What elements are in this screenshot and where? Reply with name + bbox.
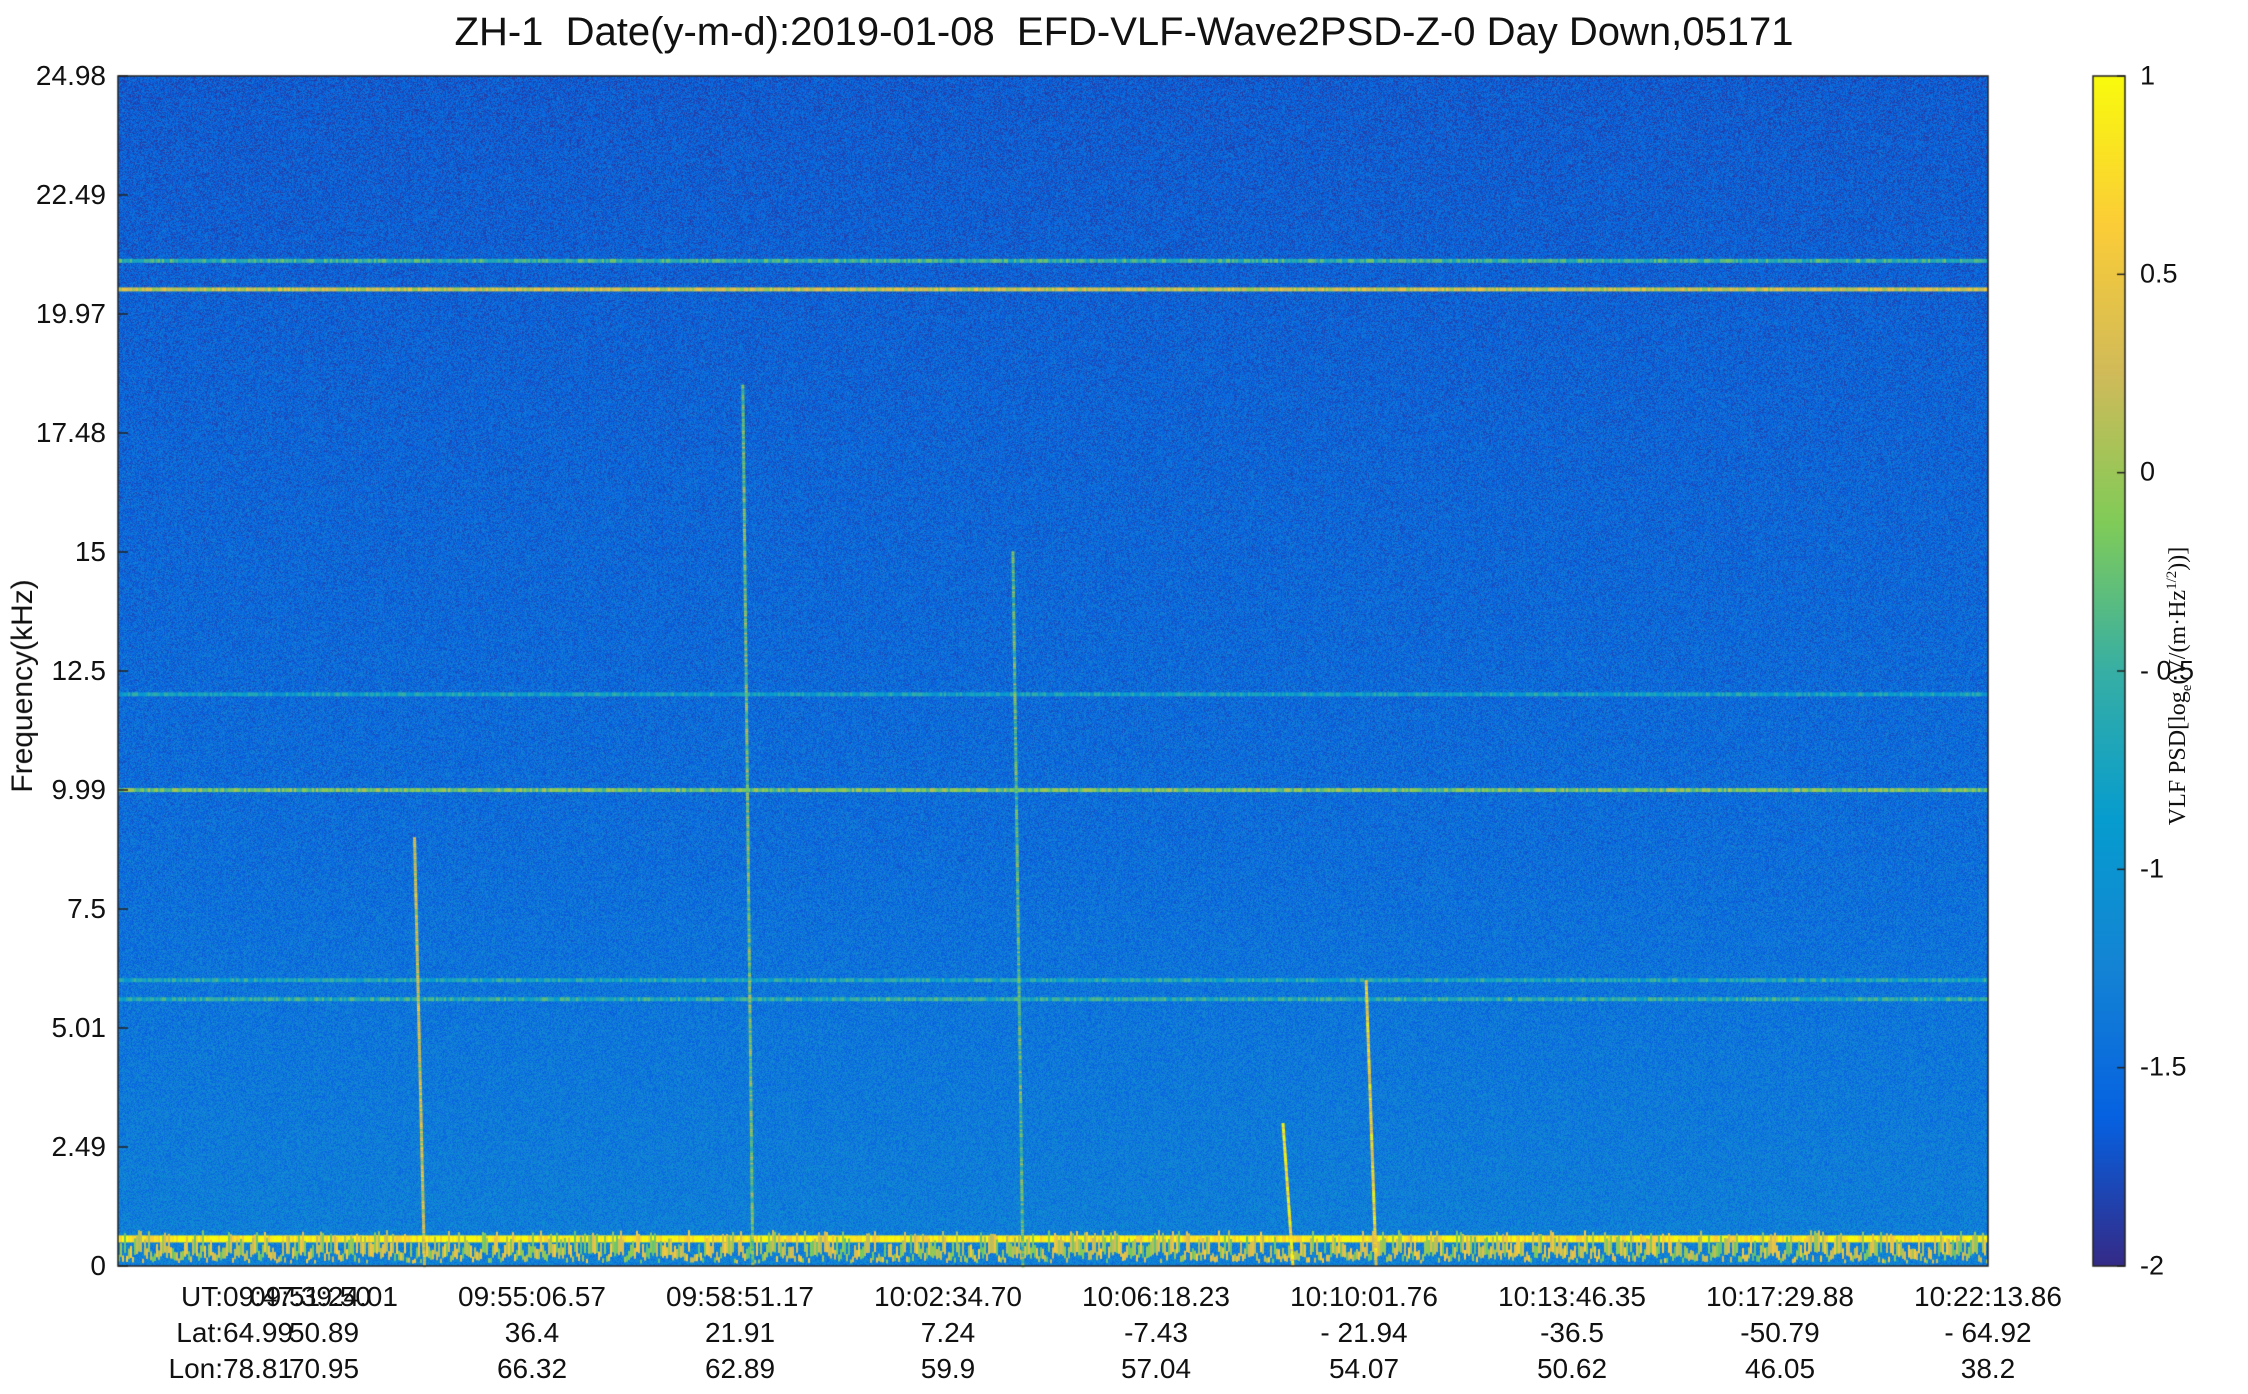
lon-prefix: Lon:: [168, 1353, 224, 1384]
colorbar-tick-label: 0.5: [2140, 258, 2178, 289]
colorbar-label-sup: 1/2: [2164, 570, 2181, 590]
lat-tick-label: 64.99: [223, 1317, 294, 1348]
ut-tick-label: 10:13:46.35: [1498, 1281, 1646, 1312]
colorbar-tick-label: -2: [2140, 1250, 2165, 1281]
lon-tick-label: 57.04: [1120, 1353, 1192, 1384]
lat-prefix: Lat:: [176, 1317, 223, 1348]
y-tick-label: 17.48: [35, 417, 106, 448]
y-tick-label: 7.5: [67, 893, 106, 924]
ut-tick-label: 09:47:39.50: [223, 1281, 371, 1312]
colorbar-label-end: ))]: [2165, 546, 2192, 571]
ut-tick-label: 09:55:06.57: [458, 1281, 606, 1312]
colorbar-tick-label: -1.5: [2140, 1051, 2187, 1082]
y-tick-label: 22.49: [35, 179, 106, 210]
ut-tick-label: 10:22:13.86: [1914, 1281, 2062, 1312]
y-tick-label: 24.98: [35, 60, 106, 91]
lat-tick-label: 50.89: [288, 1317, 360, 1348]
colorbar-tick-label: -1: [2140, 853, 2165, 884]
lon-tick-label: 66.32: [496, 1353, 568, 1384]
ut-tick-label: 10:17:29.88: [1706, 1281, 1854, 1312]
ut-tick-label: 10:02:34.70: [874, 1281, 1022, 1312]
lon-tick-label: 38.2: [1960, 1353, 2016, 1384]
lat-tick-label: -36.5: [1540, 1317, 1604, 1348]
y-tick-label: 9.99: [51, 774, 107, 805]
y-tick-label: 19.97: [35, 298, 106, 329]
colorbar-label-main: VLF PSD[log: [2165, 691, 2192, 826]
colorbar-tick-label: 1: [2140, 60, 2156, 91]
lat-tick-label: - 21.94: [1320, 1317, 1408, 1348]
ut-prefix: UT:: [181, 1281, 223, 1312]
lon-tick-label: 46.05: [1744, 1353, 1816, 1384]
lon-tick-label: 54.07: [1328, 1353, 1400, 1384]
chart-title: ZH-1 Date(y-m-d):2019-01-08 EFD-VLF-Wave…: [454, 10, 1794, 54]
ut-tick-label: 10:10:01.76: [1290, 1281, 1438, 1312]
y-tick-label: 5.01: [51, 1012, 107, 1043]
y-axis-label: Frequency(kHz): [6, 579, 39, 793]
lon-tick-label: 59.9: [920, 1353, 976, 1384]
y-tick-label: 2.49: [51, 1131, 107, 1162]
lon-tick-label: 50.62: [1536, 1353, 1608, 1384]
lat-tick-label: -50.79: [1740, 1317, 1820, 1348]
ut-tick-label: 10:06:18.23: [1082, 1281, 1230, 1312]
lat-tick-label: 36.4: [504, 1317, 560, 1348]
lat-tick-label: -7.43: [1124, 1317, 1188, 1348]
y-tick-label: 12.5: [51, 655, 107, 686]
lat-tick-label: 7.24: [920, 1317, 976, 1348]
lat-tick-label: - 64.92: [1944, 1317, 2032, 1348]
lon-tick-label: 70.95: [288, 1353, 360, 1384]
lon-tick-label: 78.81: [223, 1353, 294, 1384]
y-tick-label: 15: [74, 536, 106, 567]
lat-tick-label: 21.91: [704, 1317, 776, 1348]
lon-tick-label: 62.89: [704, 1353, 776, 1384]
colorbar-tick-label: - 0.5: [2140, 655, 2195, 686]
ut-tick-label: 09:51:24.01: [250, 1281, 398, 1312]
y-tick-label: 0: [90, 1250, 106, 1281]
colorbar-tick-label: 0: [2140, 456, 2156, 487]
ut-tick-label: 09:58:51.17: [666, 1281, 814, 1312]
